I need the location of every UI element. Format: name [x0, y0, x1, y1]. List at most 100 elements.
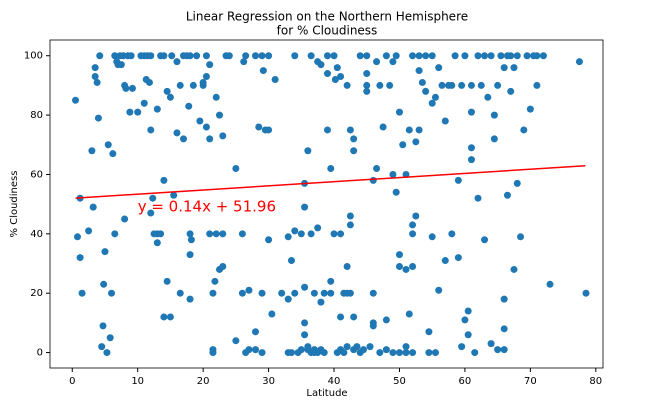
point	[103, 349, 111, 357]
point	[350, 147, 358, 155]
point	[173, 129, 181, 137]
point	[121, 215, 129, 223]
point	[471, 349, 479, 357]
point	[438, 81, 446, 89]
point	[202, 52, 210, 60]
point	[409, 262, 417, 270]
point	[376, 81, 384, 89]
point	[163, 87, 171, 95]
point	[157, 230, 165, 238]
point	[382, 52, 390, 60]
point	[346, 126, 354, 134]
point	[149, 194, 157, 202]
point	[104, 141, 112, 149]
point	[219, 262, 227, 270]
point	[111, 52, 119, 60]
point	[323, 52, 331, 60]
x-tick-label: 50	[393, 376, 406, 387]
y-tick-label: 80	[30, 110, 43, 121]
point	[474, 52, 482, 60]
point	[431, 349, 439, 357]
point	[409, 52, 417, 60]
point	[170, 191, 178, 199]
point	[500, 346, 508, 354]
point	[297, 230, 305, 238]
point	[454, 176, 462, 184]
point	[353, 343, 361, 351]
point	[490, 135, 498, 143]
point	[402, 349, 410, 357]
point	[405, 310, 413, 318]
point	[215, 111, 223, 119]
point	[507, 87, 515, 95]
y-tick-label: 60	[30, 169, 43, 180]
point	[395, 262, 403, 270]
point	[497, 52, 505, 60]
point	[458, 81, 466, 89]
point	[209, 289, 217, 297]
point	[435, 286, 443, 294]
point	[464, 331, 472, 339]
point	[301, 283, 309, 291]
point	[327, 165, 335, 173]
point	[337, 313, 345, 321]
point	[160, 52, 168, 60]
point	[526, 105, 534, 113]
point	[441, 117, 449, 125]
point	[494, 81, 502, 89]
point	[461, 52, 469, 60]
point	[232, 337, 240, 345]
point	[533, 52, 541, 60]
point	[166, 313, 174, 321]
point	[382, 316, 390, 324]
point	[189, 81, 197, 89]
point	[96, 52, 104, 60]
point	[510, 64, 518, 72]
point	[323, 126, 331, 134]
x-tick-label: 20	[197, 376, 210, 387]
point	[582, 289, 590, 297]
y-tick-label: 0	[37, 348, 43, 359]
point	[265, 52, 273, 60]
point	[287, 349, 295, 357]
point	[160, 176, 168, 184]
point	[575, 58, 583, 66]
chart-title: for % Cloudiness	[277, 24, 378, 38]
point	[91, 64, 99, 72]
point	[340, 349, 348, 357]
point	[176, 289, 184, 297]
point	[108, 289, 116, 297]
point	[350, 313, 358, 321]
point	[211, 277, 219, 285]
point	[409, 221, 417, 229]
point	[363, 81, 371, 89]
point	[304, 343, 312, 351]
point	[363, 52, 371, 60]
point	[173, 58, 181, 66]
point	[147, 209, 155, 217]
point	[284, 295, 292, 303]
point	[343, 343, 351, 351]
point	[458, 343, 466, 351]
point	[356, 52, 364, 60]
point	[481, 236, 489, 244]
point	[117, 61, 125, 69]
point	[330, 230, 338, 238]
point	[212, 230, 220, 238]
chart-title: Linear Regression on the Northern Hemisp…	[186, 10, 468, 24]
x-tick-label: 60	[459, 376, 472, 387]
point	[301, 319, 309, 327]
point	[346, 221, 354, 229]
point	[523, 52, 531, 60]
point	[287, 257, 295, 265]
point	[428, 99, 436, 107]
point	[435, 64, 443, 72]
point	[382, 346, 390, 354]
point	[379, 123, 387, 131]
point	[268, 310, 276, 318]
point	[454, 254, 462, 262]
point	[94, 114, 102, 122]
point	[467, 108, 475, 116]
point	[196, 117, 204, 125]
